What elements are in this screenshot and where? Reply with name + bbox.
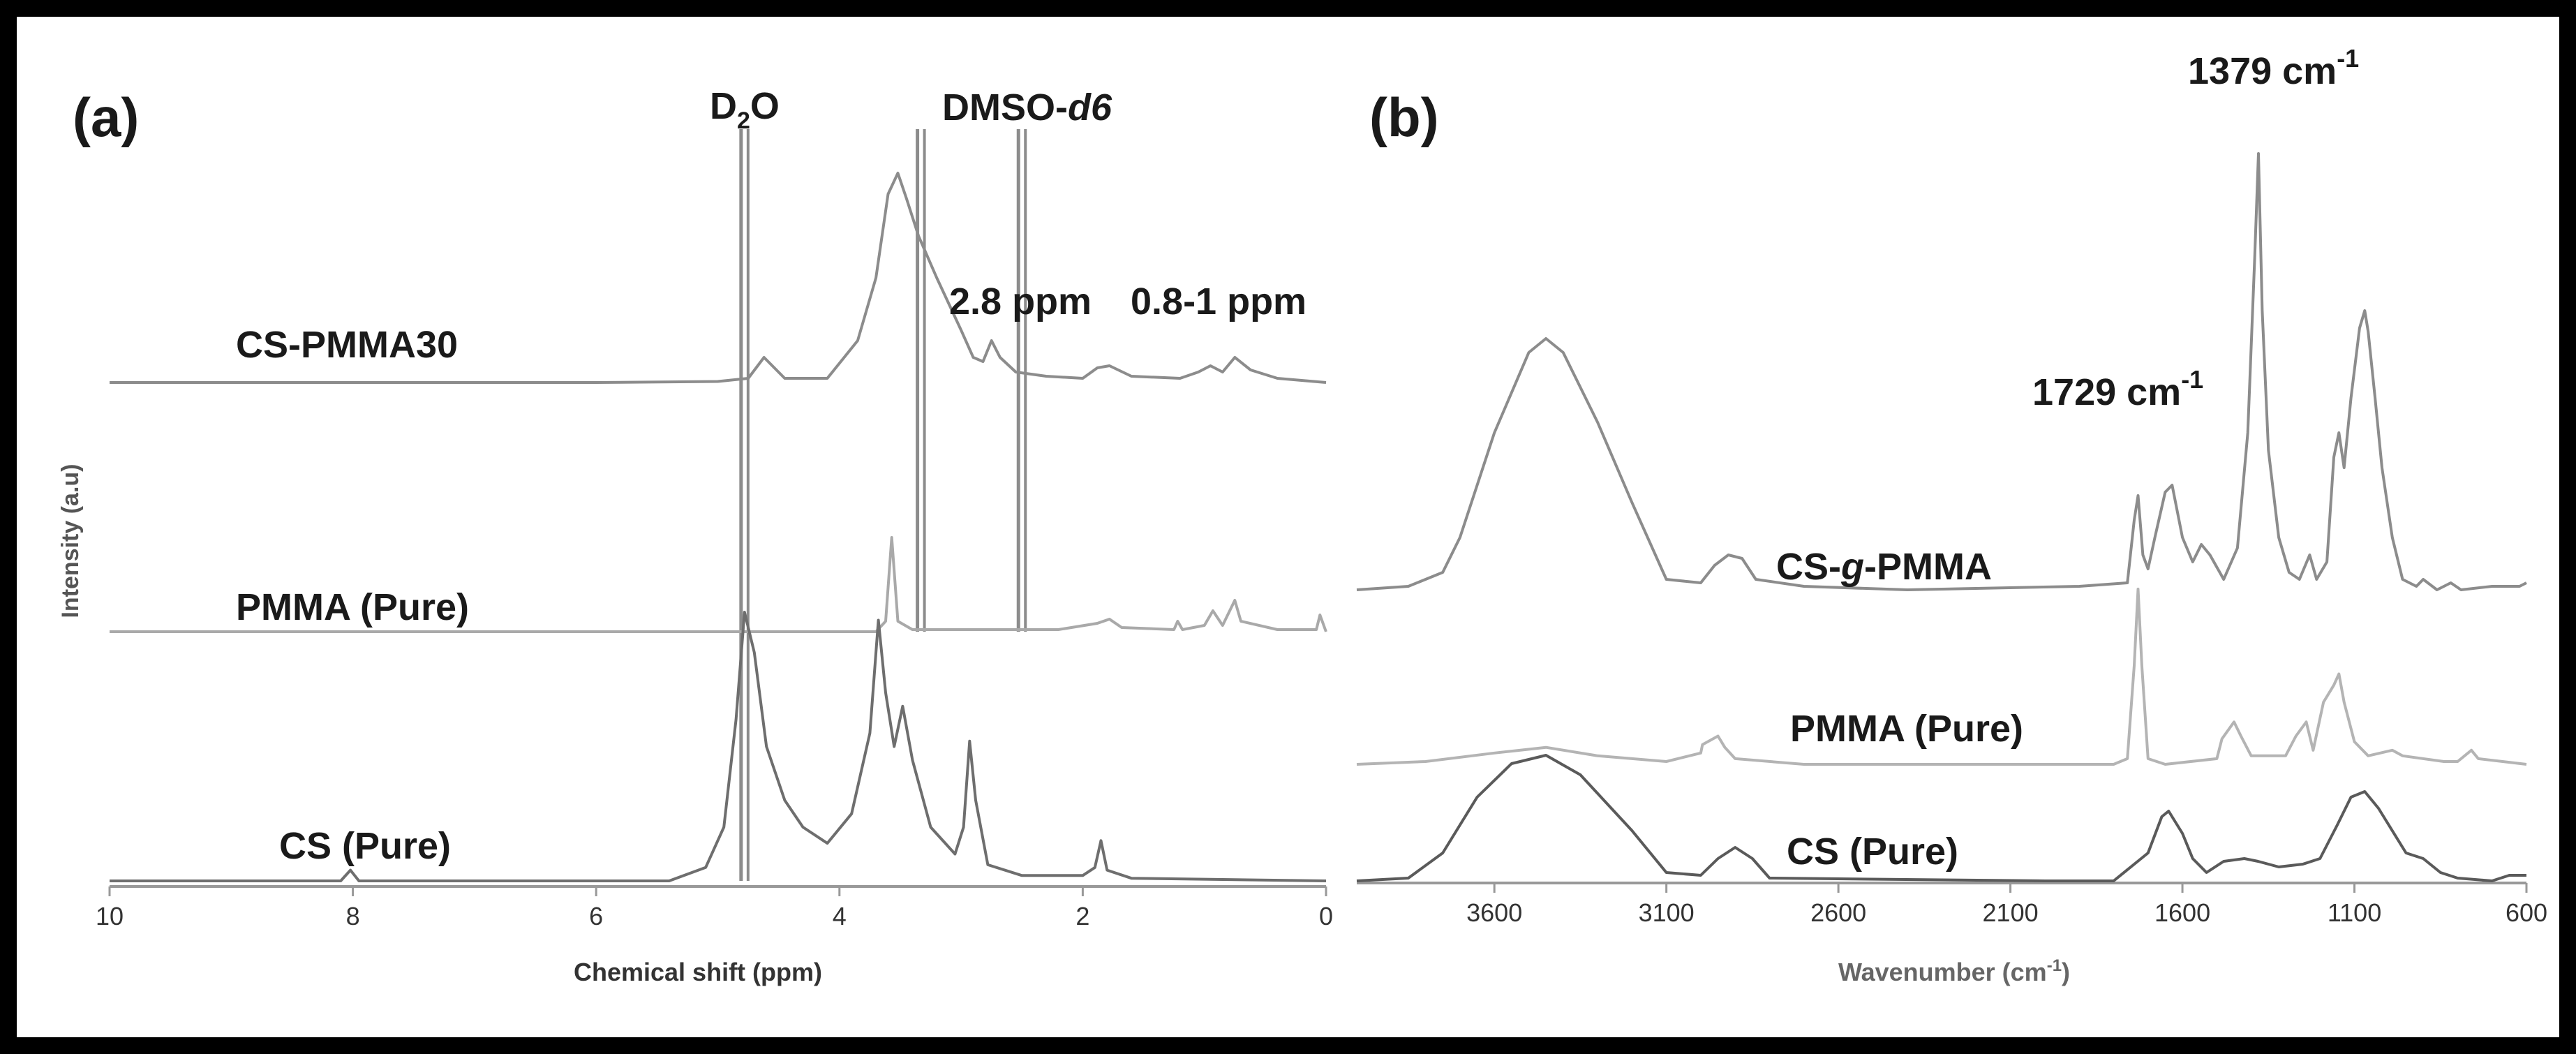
label-cs-pmma30: CS-PMMA30 (236, 324, 458, 366)
label-pmma-pure-b: PMMA (Pure) (1790, 708, 2023, 750)
peak-2-8-ppm-annotation: 2.8 ppm (949, 281, 1092, 322)
panel-b-xtick-label-1600: 1600 (2154, 898, 2210, 927)
panel-b-series-cs-pure (1356, 754, 2526, 882)
panel-a-nmr: (a) Intensity (a.u) 10 8 6 4 2 0 Chemical shi… (57, 85, 1333, 986)
label-pmma-pure-a: PMMA (Pure) (236, 586, 469, 628)
panel-a-series-pmma-pure (110, 536, 1327, 633)
panel-a-xtick-label-2: 2 (1075, 902, 1089, 930)
panel-a-xtick-label-0: 0 (1319, 902, 1333, 930)
peak-1379-annotation: 1379 cm-1 (2188, 44, 2359, 92)
label-cs-pure-b: CS (Pure) (1787, 831, 1958, 873)
panel-a-ylabel: Intensity (a.u) (57, 463, 84, 618)
panel-b-label: (b) (1369, 87, 1439, 148)
panel-b-ftir: (b) 3600 3100 2600 2100 1600 1100 600 Wavenumb… (1356, 44, 2547, 986)
panel-a-series-cs-pure (110, 611, 1327, 882)
dmso-annotation: DMSO-d6 (942, 87, 1112, 128)
label-cs-pure-a: CS (Pure) (279, 825, 451, 867)
panel-a-xtick-label-10: 10 (96, 902, 124, 930)
label-cs-g-pmma: CS-g-PMMA (1776, 546, 1992, 588)
panel-b-series-cs-g-pmma (1356, 152, 2527, 591)
panel-b-xtick-label-2600: 2600 (1810, 898, 1866, 927)
panel-b-xtick-label-1100: 1100 (2328, 898, 2381, 927)
panel-a-xtick-label-6: 6 (589, 902, 603, 930)
peak-1729-annotation: 1729 cm-1 (2032, 365, 2203, 413)
panel-a-xtick-label-4: 4 (833, 902, 847, 930)
panel-b-series-pmma-pure (1356, 587, 2527, 766)
peak-0-8-1-ppm-annotation: 0.8-1 ppm (1131, 281, 1306, 322)
panel-b-xtick-label-3600: 3600 (1466, 898, 1522, 927)
panel-a-series-cs-pmma30 (110, 172, 1327, 384)
panel-b-xlabel: Wavenumber (cm-1) (1838, 956, 2070, 986)
panel-a-label: (a) (73, 87, 139, 148)
panel-a-xlabel: Chemical shift (ppm) (574, 958, 822, 986)
panel-a-xtick-label-8: 8 (346, 902, 360, 930)
panel-b-xtick-label-600: 600 (2506, 898, 2547, 927)
panel-b-xtick-label-3100: 3100 (1639, 898, 1695, 927)
d2o-annotation: D2O (710, 85, 780, 134)
panel-b-xtick-label-2100: 2100 (1983, 898, 2039, 927)
